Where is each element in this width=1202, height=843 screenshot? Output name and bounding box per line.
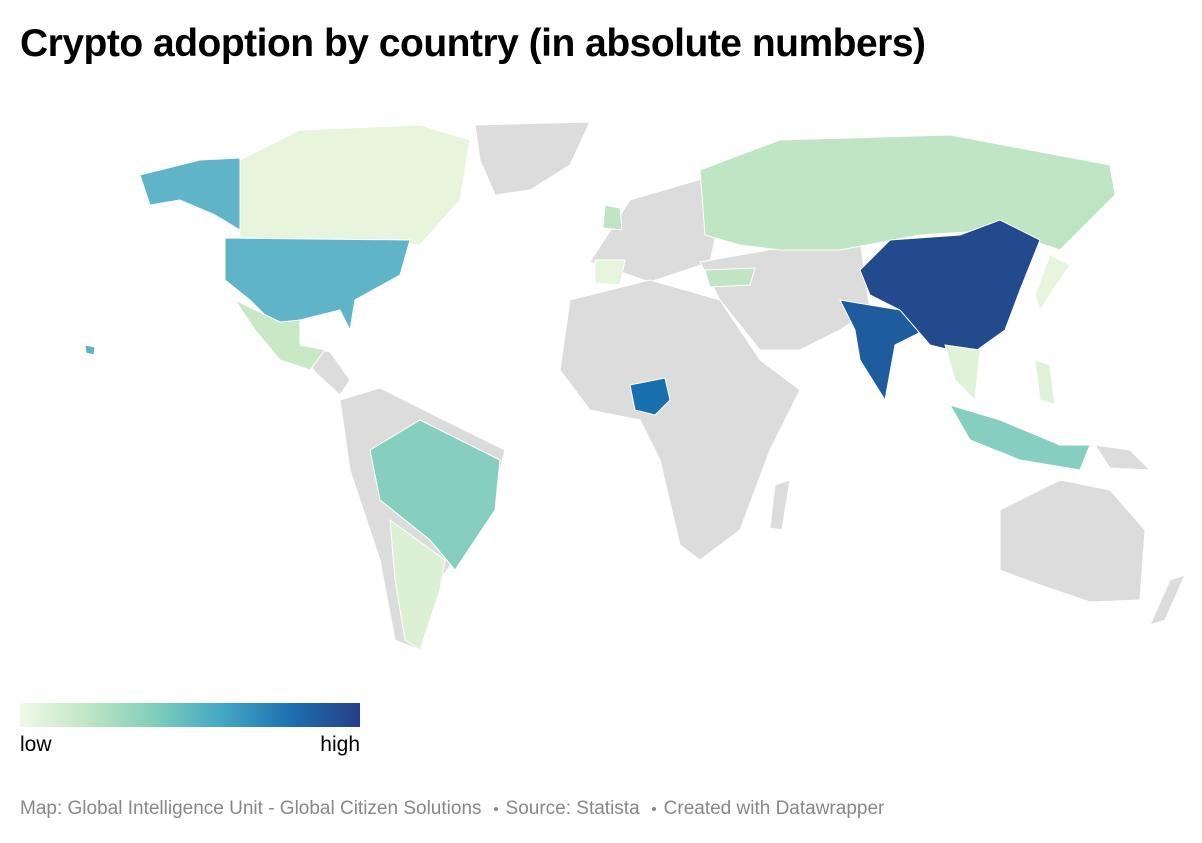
africa bbox=[559, 279, 801, 561]
southeast-asia bbox=[944, 344, 981, 402]
new-zealand bbox=[1149, 574, 1186, 626]
spain bbox=[594, 259, 626, 286]
footer-credit: Created with Datawrapper bbox=[663, 798, 885, 819]
separator bbox=[493, 807, 498, 811]
separator bbox=[651, 807, 656, 811]
legend-gradient bbox=[20, 703, 360, 727]
greenland bbox=[474, 121, 591, 196]
turkey bbox=[704, 267, 756, 288]
madagascar bbox=[769, 479, 791, 531]
world-map bbox=[84, 121, 1186, 651]
footer-source: Source: Statista bbox=[505, 798, 640, 819]
japan bbox=[1034, 254, 1071, 312]
canada bbox=[234, 124, 471, 246]
alaska bbox=[139, 157, 241, 231]
argentina bbox=[389, 518, 446, 651]
philippines bbox=[1034, 359, 1056, 406]
china bbox=[859, 219, 1041, 356]
legend-low: low bbox=[20, 733, 52, 756]
footer-map: Map: Global Intelligence Unit - Global C… bbox=[20, 798, 482, 819]
indonesia bbox=[948, 404, 1091, 471]
new-guinea bbox=[1093, 444, 1152, 471]
nigeria bbox=[629, 377, 671, 416]
australia bbox=[999, 479, 1146, 603]
united-kingdom bbox=[602, 204, 623, 231]
united-states bbox=[224, 237, 411, 332]
title: Crypto adoption by country (in absolute … bbox=[20, 22, 926, 65]
brazil bbox=[369, 419, 501, 571]
hawaii bbox=[84, 344, 96, 356]
russia bbox=[699, 134, 1116, 251]
mexico bbox=[233, 298, 326, 371]
legend-high: high bbox=[320, 733, 360, 756]
footer: Map: Global Intelligence Unit - Global C… bbox=[20, 798, 884, 820]
